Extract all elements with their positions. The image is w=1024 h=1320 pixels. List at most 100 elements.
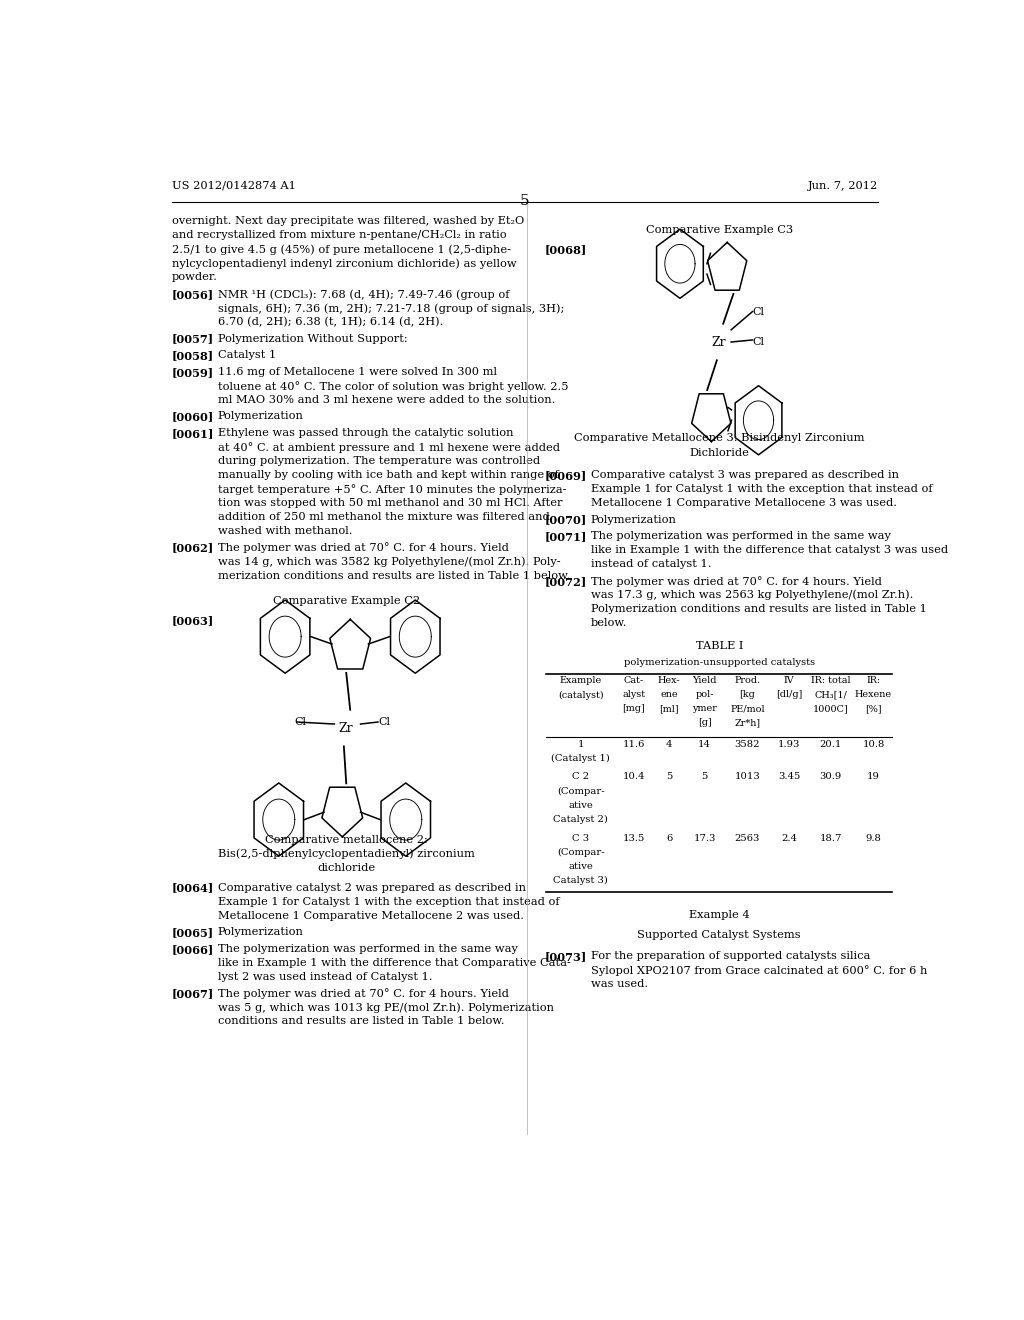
Text: was used.: was used. [591,978,648,989]
Text: overnight. Next day precipitate was filtered, washed by Et₂O: overnight. Next day precipitate was filt… [172,216,524,226]
Text: [0056]: [0056] [172,289,214,300]
Text: Hexene: Hexene [855,690,892,700]
Text: [g]: [g] [697,718,712,727]
Text: 9.8: 9.8 [865,833,882,842]
Text: Zr: Zr [339,722,353,735]
Text: Cl: Cl [753,337,765,347]
Text: Metallocene 1 Comparative Metallocene 2 was used.: Metallocene 1 Comparative Metallocene 2 … [218,911,523,920]
Text: conditions and results are listed in Table 1 below.: conditions and results are listed in Tab… [218,1016,504,1027]
Text: tion was stopped with 50 ml methanol and 30 ml HCl. After: tion was stopped with 50 ml methanol and… [218,498,562,508]
Text: Dichloride: Dichloride [689,447,750,458]
Text: Polymerization conditions and results are listed in Table 1: Polymerization conditions and results ar… [591,603,927,614]
Text: The polymerization was performed in the same way: The polymerization was performed in the … [591,531,891,541]
Text: Example: Example [559,676,602,685]
Text: like in Example 1 with the difference that catalyst 3 was used: like in Example 1 with the difference th… [591,545,948,556]
Text: 5: 5 [701,772,708,781]
Text: Hex-: Hex- [657,676,681,685]
Text: Ethylene was passed through the catalytic solution: Ethylene was passed through the catalyti… [218,428,513,438]
Text: [0068]: [0068] [545,244,587,255]
Text: IR:: IR: [866,676,881,685]
Text: Example 1 for Catalyst 1 with the exception that instead of: Example 1 for Catalyst 1 with the except… [218,896,559,907]
Text: [0073]: [0073] [545,950,587,962]
Text: 19: 19 [867,772,880,781]
Text: US 2012/0142874 A1: US 2012/0142874 A1 [172,181,296,191]
Text: [0072]: [0072] [545,576,587,586]
Text: Zr*h]: Zr*h] [734,718,761,727]
Text: [0064]: [0064] [172,883,214,894]
Text: Cl: Cl [378,717,390,727]
Text: [0070]: [0070] [545,515,587,525]
Text: and recrystallized from mixture n-pentane/CH₂Cl₂ in ratio: and recrystallized from mixture n-pentan… [172,231,506,240]
Text: Zr: Zr [712,335,727,348]
Text: [0061]: [0061] [172,428,214,438]
Text: Supported Catalyst Systems: Supported Catalyst Systems [637,929,801,940]
Text: at 40° C. at ambient pressure and 1 ml hexene were added: at 40° C. at ambient pressure and 1 ml h… [218,442,560,453]
Text: ene: ene [660,690,678,700]
Text: [0062]: [0062] [172,543,214,553]
Text: Comparative catalyst 2 was prepared as described in: Comparative catalyst 2 was prepared as d… [218,883,525,892]
Text: (Catalyst 1): (Catalyst 1) [551,754,610,763]
Text: Yield: Yield [692,676,717,685]
Text: Catalyst 2): Catalyst 2) [553,814,608,824]
Text: signals, 6H); 7.36 (m, 2H); 7.21-7.18 (group of signals, 3H);: signals, 6H); 7.36 (m, 2H); 7.21-7.18 (g… [218,304,564,314]
Text: 4: 4 [666,739,673,748]
Text: ymer: ymer [692,705,717,714]
Text: IV: IV [783,676,795,685]
Text: The polymer was dried at 70° C. for 4 hours. Yield: The polymer was dried at 70° C. for 4 ho… [591,576,882,586]
Text: [0065]: [0065] [172,927,214,939]
Text: 11.6 mg of Metallocene 1 were solved In 300 ml: 11.6 mg of Metallocene 1 were solved In … [218,367,497,376]
Text: TABLE I: TABLE I [695,642,743,651]
Text: 1000C]: 1000C] [813,705,849,714]
Text: 5: 5 [666,772,673,781]
Text: The polymerization was performed in the same way: The polymerization was performed in the … [218,944,517,953]
Text: 20.1: 20.1 [819,739,842,748]
Text: (Compar-: (Compar- [557,787,604,796]
Text: [dl/g]: [dl/g] [776,690,802,700]
Text: 2563: 2563 [734,833,760,842]
Text: Polymerization: Polymerization [218,412,303,421]
Text: 11.6: 11.6 [623,739,645,748]
Text: Bis(2,5-diphenylcyclopentadienyl) zirconium: Bis(2,5-diphenylcyclopentadienyl) zircon… [218,849,475,859]
Text: 2.5/1 to give 4.5 g (45%) of pure metallocene 1 (2,5-diphe-: 2.5/1 to give 4.5 g (45%) of pure metall… [172,244,511,255]
Text: NMR ¹H (CDCl₃): 7.68 (d, 4H); 7.49-7.46 (group of: NMR ¹H (CDCl₃): 7.68 (d, 4H); 7.49-7.46 … [218,289,509,300]
Text: [0069]: [0069] [545,470,587,480]
Text: below.: below. [591,618,627,628]
Text: Catalyst 1: Catalyst 1 [218,350,275,360]
Text: nylcyclopentadienyl indenyl zirconium dichloride) as yellow: nylcyclopentadienyl indenyl zirconium di… [172,259,516,269]
Text: powder.: powder. [172,272,217,282]
Text: (catalyst): (catalyst) [558,690,603,700]
Text: 1.93: 1.93 [778,739,800,748]
Text: alyst: alyst [623,690,645,700]
Text: Cat-: Cat- [624,676,644,685]
Text: 10.8: 10.8 [862,739,885,748]
Text: Comparative metallocene 2:: Comparative metallocene 2: [265,834,428,845]
Text: during polymerization. The temperature was controlled: during polymerization. The temperature w… [218,455,540,466]
Text: PE/mol: PE/mol [730,705,765,714]
Text: Catalyst 3): Catalyst 3) [553,875,608,884]
Text: polymerization-unsupported catalysts: polymerization-unsupported catalysts [624,659,815,667]
Text: ative: ative [568,862,593,871]
Text: washed with methanol.: washed with methanol. [218,527,352,536]
Text: 6: 6 [666,833,673,842]
Text: 10.4: 10.4 [623,772,645,781]
Text: dichloride: dichloride [317,863,376,873]
Text: Metallocene 1 Comparative Metallocene 3 was used.: Metallocene 1 Comparative Metallocene 3 … [591,498,897,508]
Text: Example 4: Example 4 [689,909,750,920]
Text: toluene at 40° C. The color of solution was bright yellow. 2.5: toluene at 40° C. The color of solution … [218,380,568,392]
Text: [mg]: [mg] [623,705,645,714]
Text: CH₃[1/: CH₃[1/ [814,690,847,700]
Text: Comparative Example C2: Comparative Example C2 [272,595,420,606]
Text: 18.7: 18.7 [819,833,842,842]
Text: [0067]: [0067] [172,989,214,999]
Text: instead of catalyst 1.: instead of catalyst 1. [591,560,712,569]
Text: Sylopol XPO2107 from Grace calcinated at 600° C. for 6 h: Sylopol XPO2107 from Grace calcinated at… [591,965,927,975]
Text: 30.9: 30.9 [819,772,842,781]
Text: [0057]: [0057] [172,334,214,345]
Text: 13.5: 13.5 [623,833,645,842]
Text: addition of 250 ml methanol the mixture was filtered and: addition of 250 ml methanol the mixture … [218,512,550,521]
Text: manually by cooling with ice bath and kept within range of: manually by cooling with ice bath and ke… [218,470,558,480]
Text: target temperature +5° C. After 10 minutes the polymeriza-: target temperature +5° C. After 10 minut… [218,484,566,495]
Text: like in Example 1 with the difference that Comparative Cata-: like in Example 1 with the difference th… [218,958,570,968]
Text: Example 1 for Catalyst 1 with the exception that instead of: Example 1 for Catalyst 1 with the except… [591,484,932,494]
Text: For the preparation of supported catalysts silica: For the preparation of supported catalys… [591,950,870,961]
